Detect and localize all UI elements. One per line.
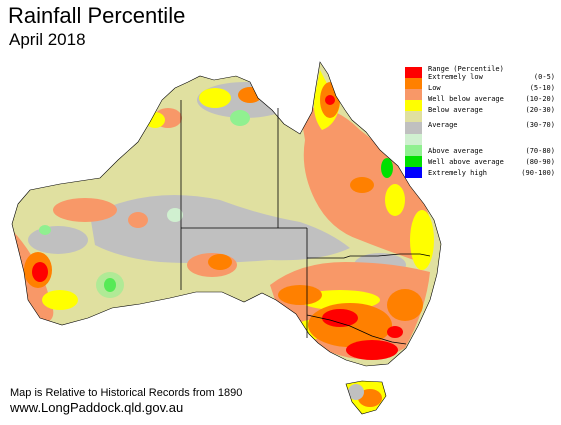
legend-swatch — [405, 78, 422, 89]
legend-swatch — [405, 122, 422, 134]
legend-item-range: (5-10) — [529, 84, 555, 92]
legend-row-average-light — [405, 111, 555, 122]
legend-item-range: (10-20) — [525, 95, 555, 103]
nsw-vic-border — [306, 314, 407, 345]
legend-swatch — [405, 167, 422, 178]
map-subtitle: April 2018 — [9, 30, 86, 49]
legend-swatch — [405, 134, 422, 145]
legend-item-label: Well below average — [428, 95, 504, 103]
legend-item-label: Extremely low — [428, 73, 483, 81]
legend-item-label: Above average — [428, 147, 483, 155]
legend-row-well-above-average: Well above average (80-90) — [405, 156, 555, 167]
legend-swatch — [405, 111, 422, 122]
map-title: Rainfall Percentile — [8, 3, 186, 28]
legend-item-label: Low — [428, 84, 441, 92]
website-link[interactable]: www.LongPaddock.qld.gov.au — [10, 400, 184, 415]
legend-swatch — [405, 89, 422, 100]
legend-swatch — [405, 100, 422, 111]
legend-item-range: (90-100) — [521, 169, 555, 177]
legend-swatch — [405, 156, 422, 167]
legend-row-above-average: Above average (70-80) — [405, 145, 555, 156]
legend-item-range: (20-30) — [525, 106, 555, 114]
map-legend: Range (Percentile) Extremely low (0-5) L… — [405, 65, 555, 178]
legend-item-range: (70-80) — [525, 147, 555, 155]
legend-swatch — [405, 145, 422, 156]
legend-item-range: (0-5) — [533, 73, 555, 81]
legend-item-label: Below average — [428, 106, 483, 114]
legend-item-label: Extremely high — [428, 169, 488, 177]
state-borders — [180, 100, 431, 345]
legend-row-average: Average (30-70) — [405, 121, 555, 134]
legend-row-well-below-average: Well below average (10-20) — [405, 89, 555, 103]
legend-row-low: Low (5-10) — [405, 78, 555, 92]
historical-records-note: Map is Relative to Historical Records fr… — [10, 387, 243, 399]
legend-header-label: Range (Percentile) — [428, 65, 504, 73]
legend-row-extremely-low: Range (Percentile) Extremely low (0-5) — [405, 65, 555, 81]
legend-row-below-average: Below average (20-30) — [405, 100, 555, 114]
legend-item-label: Average — [428, 121, 458, 129]
legend-item-label: Well above average — [428, 158, 504, 166]
legend-item-range: (80-90) — [525, 158, 555, 166]
legend-swatch — [405, 67, 422, 78]
mainland-rainfall-field — [12, 62, 441, 366]
mainland-coastline — [11, 61, 442, 367]
legend-row-extremely-high: Extremely high (90-100) — [405, 167, 555, 178]
qld-nsw-border — [307, 253, 431, 259]
legend-item-range: (30-70) — [525, 121, 555, 129]
tasmania-coastline — [345, 380, 387, 415]
legend-row-above-light — [405, 134, 555, 145]
